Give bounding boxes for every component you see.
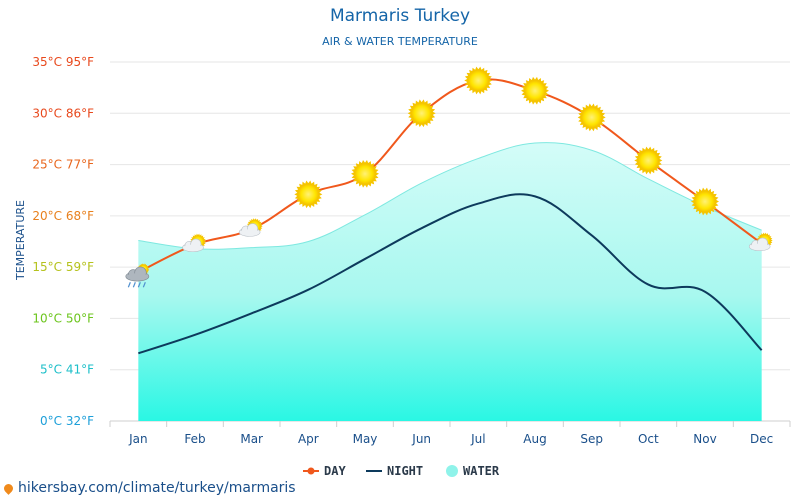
legend-marker [307, 467, 315, 475]
legend-item-night[interactable]: NIGHT [366, 464, 423, 478]
y-tick-label: 25°C 77°F [32, 158, 94, 172]
location-pin-icon [2, 481, 15, 495]
watermark[interactable]: hikersbay.com/climate/turkey/marmaris [2, 480, 296, 496]
sun-disc [524, 80, 546, 101]
cloud-fill [183, 244, 203, 252]
x-tick-label: Jun [411, 432, 431, 446]
sun-icon [407, 99, 436, 128]
sun-disc [298, 184, 319, 205]
legend-label: DAY [324, 464, 346, 478]
legend-item-day[interactable]: DAY [303, 464, 346, 478]
x-tick-label: Feb [184, 432, 205, 446]
x-tick-label: Dec [750, 432, 773, 446]
sun-disc [354, 163, 376, 184]
sun-disc [638, 150, 659, 171]
chart-subtitle: AIR & WATER TEMPERATURE [322, 35, 478, 48]
sun-icon [294, 180, 323, 209]
sun-disc [411, 103, 432, 124]
rain-drop [137, 282, 141, 288]
cloud-shape [182, 238, 204, 253]
water-area-fill [138, 142, 762, 421]
cloud-fill [126, 273, 148, 281]
sun-disc [468, 70, 489, 91]
legend-swatch [446, 465, 458, 477]
rain-drop [132, 282, 136, 288]
rain-drop [142, 282, 146, 288]
y-tick-label: 0°C 32°F [40, 414, 94, 428]
x-tick-label: Oct [638, 432, 659, 446]
night-line [138, 193, 763, 355]
y-tick-label: 20°C 68°F [32, 209, 94, 223]
sun-icon [691, 187, 719, 216]
x-tick-label: Aug [523, 432, 546, 446]
water-area [138, 142, 762, 421]
water-area-edge [138, 142, 762, 250]
watermark-text: hikersbay.com/climate/turkey/marmaris [18, 480, 296, 496]
legend-item-water[interactable]: WATER [446, 464, 500, 478]
sun-cloud-icon [238, 218, 263, 237]
cloud-fill [240, 229, 260, 236]
sun-cloud-icon [182, 233, 206, 253]
x-tick-label: Mar [240, 432, 263, 446]
cloud-shape [125, 266, 150, 282]
y-tick-label: 30°C 86°F [32, 106, 94, 120]
sun-icon [634, 146, 663, 175]
sun-disc [694, 191, 716, 212]
x-tick-label: Sep [580, 432, 603, 446]
sun-cloud-icon [748, 232, 773, 252]
y-axis-label: TEMPERATURE [14, 200, 27, 281]
sun-disc [581, 107, 602, 128]
x-tick-label: Nov [693, 432, 716, 446]
sun-icon [521, 76, 549, 105]
y-tick-label: 5°C 41°F [40, 363, 94, 377]
y-tick-label: 15°C 59°F [32, 260, 94, 274]
y-tick-label: 35°C 95°F [32, 55, 94, 69]
x-tick-label: Apr [298, 432, 319, 446]
y-axis-ticks: 35°C 95°F 30°C 86°F 25°C 77°F 20°C 68°F 15°C… [32, 55, 94, 428]
sun-icon [464, 66, 493, 95]
chart-title: Marmaris Turkey [329, 6, 471, 26]
x-tick-label: Jul [470, 432, 485, 446]
legend-label: NIGHT [387, 464, 423, 478]
weather-icons [125, 66, 773, 288]
rain-cloud-icon [125, 263, 150, 288]
night-series-line [138, 193, 763, 355]
cloud-fill [750, 243, 770, 251]
x-tick-label: Jan [128, 432, 148, 446]
legend: DAY NIGHT WATER [303, 464, 500, 478]
sun-icon [577, 103, 606, 132]
y-tick-label: 10°C 50°F [32, 311, 94, 325]
x-axis-ticks: Jan Feb Mar Apr May Jun Jul Aug Sep Oct Nov Dec [109, 421, 791, 446]
sun-icon [351, 159, 379, 188]
rain-drop [127, 282, 131, 288]
x-tick-label: May [353, 432, 378, 446]
cloud-shape [238, 223, 261, 237]
legend-label: WATER [463, 464, 500, 478]
cloud-shape [748, 237, 771, 252]
